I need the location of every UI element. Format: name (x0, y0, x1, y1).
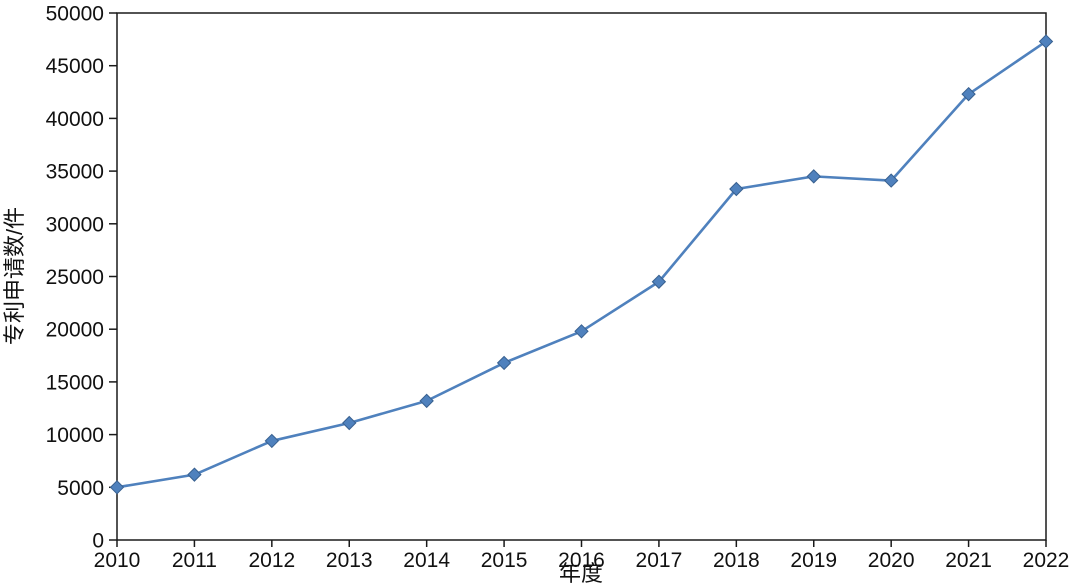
x-tick-label: 2011 (172, 549, 217, 572)
x-tick-label: 2013 (326, 549, 373, 572)
data-point-marker (264, 433, 280, 449)
data-point-marker (496, 355, 512, 371)
y-tick-label: 10000 (46, 424, 104, 447)
y-tick-label: 20000 (46, 319, 104, 342)
data-point-marker (729, 181, 744, 197)
x-axis-title: 年度 (559, 561, 603, 585)
y-tick-label: 30000 (46, 213, 104, 236)
data-point-marker (806, 169, 821, 184)
x-tick-label: 2021 (945, 549, 992, 572)
chart-generated-layer: 0 5000 10000 15000 20000 25000 30000 35000 40000… (46, 3, 1070, 573)
data-point-marker (961, 86, 976, 102)
y-tick-label: 35000 (46, 161, 104, 184)
data-point-marker (883, 173, 899, 188)
x-tick-label: 2018 (713, 549, 760, 572)
data-point-marker (419, 393, 434, 409)
y-tick-label: 5000 (57, 477, 104, 500)
y-tick-label: 0 (92, 530, 104, 553)
x-tick-label: 2017 (636, 549, 683, 572)
x-tick-label: 2010 (94, 549, 141, 572)
data-point-marker (574, 324, 589, 339)
x-tick-label: 2015 (481, 549, 528, 572)
y-tick-label: 50000 (46, 3, 104, 26)
series-line (115, 40, 1048, 489)
data-point-marker (109, 480, 125, 495)
data-point-marker (1038, 34, 1054, 49)
x-tick-label: 2014 (403, 549, 450, 572)
x-tick-label: 2020 (868, 549, 915, 572)
x-tick-label: 2016 (558, 549, 605, 572)
data-point-marker (651, 274, 667, 289)
y-tick-label: 15000 (46, 371, 104, 394)
data-point-marker (342, 415, 357, 431)
y-tick-label: 40000 (46, 108, 104, 131)
y-axis-title: 专利申请数/件 (2, 207, 27, 345)
y-tick-label: 45000 (46, 55, 104, 78)
plot-border (116, 12, 1047, 541)
x-tick-label: 2012 (248, 549, 295, 572)
x-tick-label: 2022 (1023, 549, 1070, 572)
data-point-marker (187, 467, 202, 482)
y-tick-label: 25000 (46, 266, 104, 289)
x-tick-label: 2019 (790, 549, 837, 572)
